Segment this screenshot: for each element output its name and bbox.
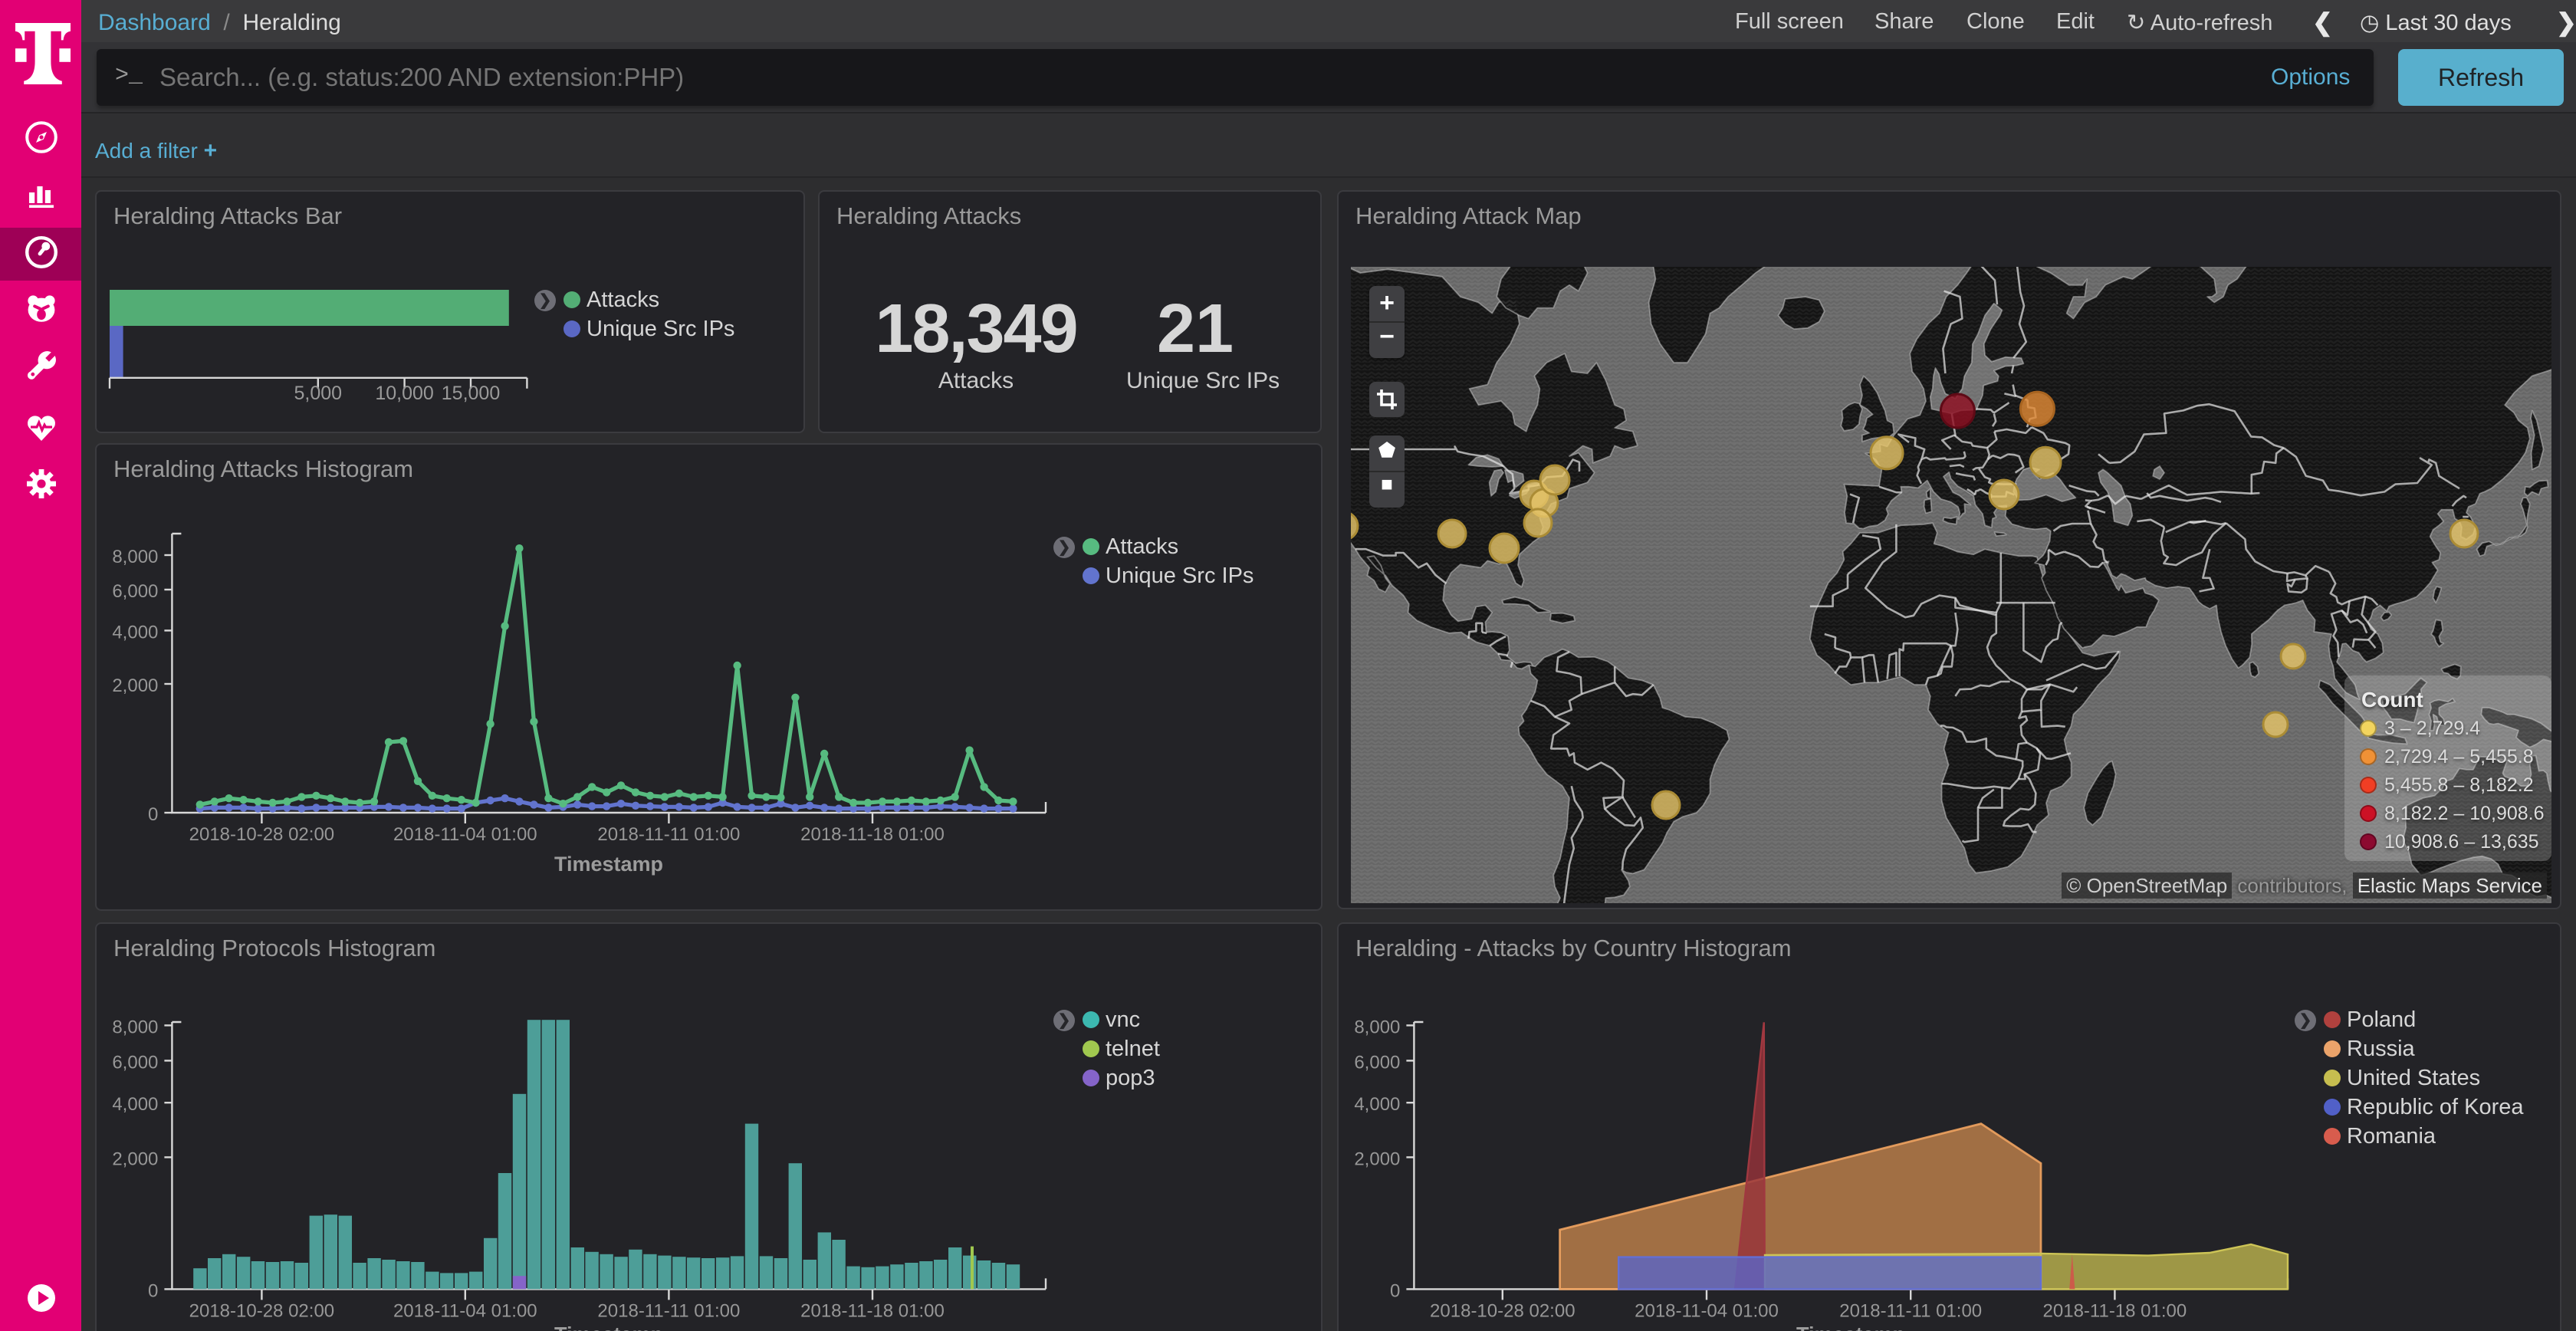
svg-text:2,000: 2,000 [1354, 1149, 1400, 1169]
svg-text:2018-11-04 01:00: 2018-11-04 01:00 [393, 1300, 537, 1321]
svg-text:Timestamp: Timestamp [554, 853, 663, 876]
svg-text:2018-11-18 01:00: 2018-11-18 01:00 [800, 824, 945, 845]
svg-text:4,000: 4,000 [1354, 1094, 1400, 1115]
svg-text:15,000: 15,000 [442, 383, 500, 404]
svg-text:2,000: 2,000 [112, 675, 158, 696]
svg-text:0: 0 [1390, 1280, 1400, 1301]
svg-text:Timestamp: Timestamp [554, 1323, 663, 1331]
svg-text:0: 0 [148, 1280, 158, 1301]
svg-text:6,000: 6,000 [112, 1052, 158, 1073]
svg-text:2018-11-18 01:00: 2018-11-18 01:00 [2043, 1300, 2187, 1321]
svg-text:8,000: 8,000 [112, 1017, 158, 1037]
svg-text:2018-11-04 01:00: 2018-11-04 01:00 [1635, 1300, 1779, 1321]
svg-text:2018-10-28 02:00: 2018-10-28 02:00 [1430, 1300, 1576, 1321]
svg-text:2018-11-11 01:00: 2018-11-11 01:00 [597, 824, 740, 845]
svg-text:4,000: 4,000 [112, 622, 158, 642]
svg-text:10,000: 10,000 [375, 383, 433, 404]
svg-text:0: 0 [148, 804, 158, 825]
svg-text:6,000: 6,000 [1354, 1052, 1400, 1073]
svg-text:2018-10-28 02:00: 2018-10-28 02:00 [189, 1300, 335, 1321]
svg-text:2018-11-11 01:00: 2018-11-11 01:00 [1839, 1300, 1982, 1321]
svg-text:5,000: 5,000 [294, 383, 343, 404]
svg-text:4,000: 4,000 [112, 1094, 158, 1115]
svg-text:8,000: 8,000 [1354, 1017, 1400, 1037]
svg-text:8,000: 8,000 [112, 547, 158, 567]
svg-text:2018-11-11 01:00: 2018-11-11 01:00 [597, 1300, 740, 1321]
svg-text:2,000: 2,000 [112, 1149, 158, 1169]
svg-text:Timestamp: Timestamp [1796, 1323, 1905, 1331]
svg-text:2018-11-18 01:00: 2018-11-18 01:00 [800, 1300, 945, 1321]
svg-text:2018-10-28 02:00: 2018-10-28 02:00 [189, 824, 335, 845]
svg-text:2018-11-04 01:00: 2018-11-04 01:00 [393, 824, 537, 845]
svg-text:6,000: 6,000 [112, 581, 158, 602]
